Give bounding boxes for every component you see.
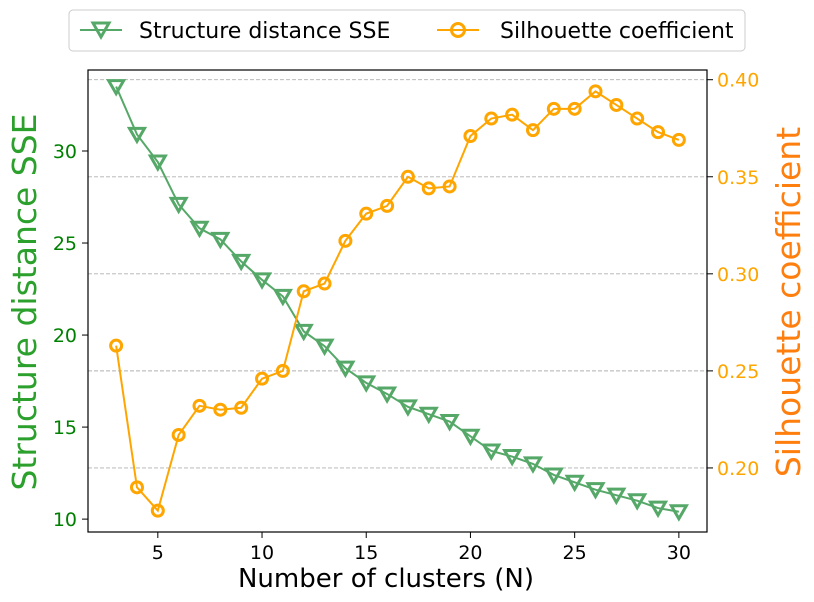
legend-label-silhouette: Silhouette coefficient [500, 19, 734, 44]
legend-item-structure-distance-sse: Structure distance SSE [80, 19, 390, 44]
silhouette-point [609, 97, 624, 112]
silhouette-point [338, 233, 353, 248]
silhouette-point [442, 179, 457, 194]
left-y-tick-label: 20 [53, 325, 77, 347]
silhouette-point [213, 402, 228, 417]
x-tick-label: 5 [152, 542, 164, 564]
sse-point [168, 196, 189, 215]
left-y-tick-label: 10 [53, 509, 77, 531]
silhouette-point [400, 169, 415, 184]
axes: 5 10 15 20 25 30 10 15 20 25 30 0.20 0.25 0.30 0.35 0.4… [53, 70, 760, 564]
legend-marker-triangle-down [90, 21, 112, 41]
silhouette-point [129, 480, 144, 495]
sse-point [668, 504, 689, 522]
silhouette-point [109, 338, 124, 353]
silhouette-point [588, 84, 603, 99]
silhouette-point [255, 371, 270, 386]
silhouette-point [567, 101, 582, 116]
x-tick-label: 25 [563, 542, 587, 564]
x-axis-title: Number of clusters (N) [238, 564, 534, 594]
right-y-tick-label: 0.35 [717, 167, 759, 189]
sse-point [231, 253, 252, 272]
silhouette-point [359, 206, 374, 221]
silhouette-point [484, 111, 499, 126]
plot-frame [87, 69, 708, 533]
x-tick-label: 30 [667, 542, 691, 564]
sse-point [147, 154, 168, 173]
silhouette-point [296, 284, 311, 299]
silhouette-point [505, 107, 520, 122]
left-y-tick-label: 15 [53, 417, 77, 439]
sse-point [481, 443, 502, 462]
silhouette-point [192, 398, 207, 413]
sse-point [439, 414, 460, 432]
x-tick-label: 15 [354, 542, 378, 564]
right-y-tick-label: 0.20 [717, 458, 759, 480]
silhouette-series-line [115, 90, 680, 513]
right-y-tick-label: 0.30 [717, 264, 759, 286]
sse-point [106, 79, 127, 97]
sse-point [293, 323, 314, 342]
series-layer [106, 79, 689, 522]
silhouette-point [275, 363, 290, 378]
sse-point [189, 220, 210, 239]
silhouette-point [150, 503, 165, 518]
legend-frame [68, 9, 746, 52]
sse-point [585, 482, 606, 500]
sse-point [543, 467, 564, 485]
silhouette-point [630, 111, 645, 126]
legend-marker-circle [450, 22, 466, 38]
right-y-axis-title: Silhouette coefficient [769, 127, 808, 477]
silhouette-point [525, 123, 540, 138]
right-y-tick-label: 0.25 [717, 361, 759, 383]
sse-point [522, 456, 544, 474]
silhouette-point [546, 101, 561, 116]
sse-point [272, 288, 293, 307]
sse-point [335, 360, 356, 379]
legend: Structure distance SSE Silhouette coeffi… [68, 9, 746, 52]
sse-point [564, 474, 585, 493]
sse-series-line [115, 86, 680, 513]
sse-point [397, 399, 419, 417]
sse-point [647, 500, 669, 519]
sse-point [418, 406, 439, 425]
sse-point [502, 449, 523, 467]
left-y-tick-label: 25 [53, 233, 77, 255]
sse-point [606, 487, 627, 506]
silhouette-point [463, 129, 478, 143]
silhouette-point [380, 198, 395, 213]
gridlines [88, 79, 707, 469]
silhouette-point [671, 132, 686, 147]
sse-point [210, 231, 231, 250]
silhouette-point [421, 181, 436, 196]
silhouette-point [317, 276, 332, 291]
sse-point [627, 493, 648, 511]
sse-point [356, 375, 377, 393]
sse-point [314, 338, 335, 357]
right-y-tick-label: 0.40 [717, 70, 759, 92]
x-tick-label: 10 [250, 542, 274, 564]
left-y-tick-label: 30 [53, 141, 77, 163]
sse-point [126, 126, 148, 145]
sse-point [460, 428, 481, 447]
silhouette-point [171, 427, 186, 442]
left-y-axis-title: Structure distance SSE [5, 113, 44, 490]
x-tick-label: 20 [458, 542, 482, 564]
legend-label-sse: Structure distance SSE [139, 19, 390, 44]
silhouette-point [651, 125, 666, 140]
legend-item-silhouette-coefficient: Silhouette coefficient [437, 19, 734, 44]
silhouette-point [234, 400, 249, 415]
sse-point [251, 272, 273, 290]
sse-point [376, 386, 398, 404]
